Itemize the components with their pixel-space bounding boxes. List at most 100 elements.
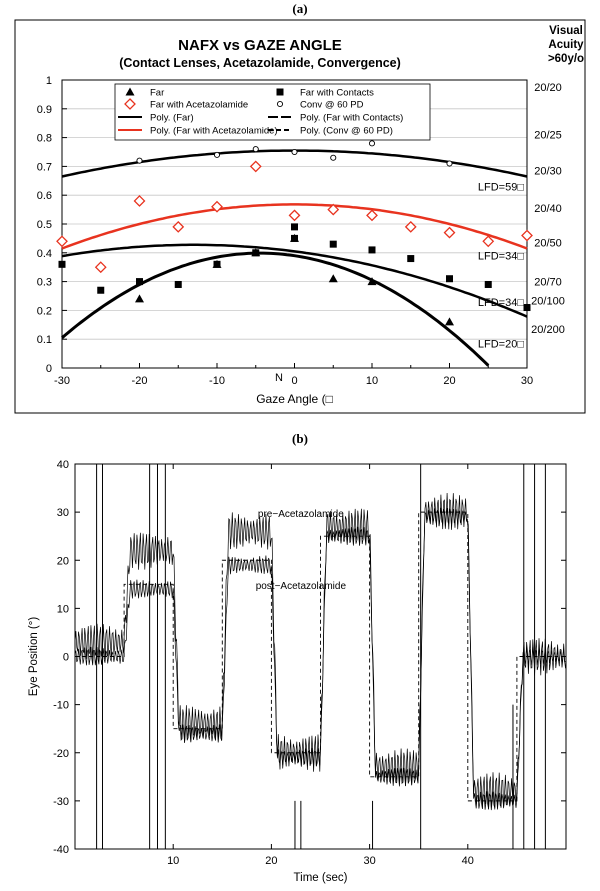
y-tick-label: 0.7 [37,161,52,173]
acuity-label: 20/100 [531,295,565,307]
legend-marker [124,98,136,110]
y-tick-label: 40 [57,459,69,471]
chart-title: NAFX vs GAZE ANGLE [178,37,342,54]
acuity-header: >60y/o [548,53,584,65]
acuity-label: 20/25 [534,130,562,142]
legend-label: Conv @ 60 PD [300,100,364,111]
data-point [368,246,376,254]
traces [75,464,566,849]
y-tick-label: 0.8 [37,133,52,145]
lfd-label: LFD=34□ [478,251,524,263]
x-axis-label: Gaze Angle (□ [256,392,333,406]
y-tick-label: 10 [57,603,69,615]
y-tick-label: -40 [53,844,69,856]
x-axis-label: Time (sec) [294,872,348,884]
legend-label: Poly. (Far) [150,113,194,124]
trace-annotation: post−Acetazolamide [256,581,347,592]
data-point [446,160,453,167]
data-point [330,154,337,161]
data-point [136,157,143,164]
x-tick-label: 30 [363,855,375,867]
data-point [291,234,298,242]
y-tick-label: 1 [46,75,52,87]
y-tick-label: 0.2 [37,305,52,317]
data-point [174,280,182,288]
legend-marker [276,88,284,96]
data-point [329,240,337,248]
legend-label: Poly. (Far with Contacts) [300,113,403,124]
data-point [172,220,185,233]
data-point [407,255,415,263]
data-point [94,261,107,274]
x-tick-label: 30 [521,375,533,387]
acuity-label: 20/70 [534,277,562,289]
x-tick-label: -10 [209,375,225,387]
x-tick-label: -20 [132,375,148,387]
data-point [366,209,378,222]
data-point [368,140,376,147]
y-tick-label: 0 [63,652,69,664]
fit-curve [61,203,528,250]
data-point [288,209,301,222]
data-point [213,260,221,268]
legend-marker [125,87,135,96]
legend-label: Far with Contacts [300,88,374,99]
legend-label: Far with Acetazolamide [150,100,248,111]
lfd-label: LFD=34□ [478,297,524,309]
y-tick-label: 0.6 [37,190,52,202]
data-point [328,274,338,283]
eye-trace [75,507,566,811]
fit-curve [61,251,490,367]
acuity-label: 20/40 [534,203,562,215]
y-tick-label: 0.4 [37,248,52,260]
y-tick-label: 0.9 [37,104,52,116]
data-point [136,278,143,286]
legend-marker [276,100,284,108]
y-axis-label: Eye Position (°) [28,617,40,697]
legend: Far Far with Contacts Far with Acetazolami… [114,83,431,141]
x-tick-label: 10 [167,855,179,867]
legend-label: Poly. (Conv @ 60 PD) [300,126,393,137]
data-point [291,148,298,156]
legend-label: Far [150,88,164,99]
data-point [445,317,454,326]
y-tick-label: 0 [46,363,52,375]
y-tick-label: -20 [53,748,69,760]
acuity-label: 20/50 [534,238,562,250]
lfd-label: LFD=20□ [478,339,524,351]
acuity-label: 20/200 [531,324,565,336]
data-point [291,223,298,231]
trace-annotation: pre−Acetazolamide [258,509,344,520]
x-tick-label: 20 [443,375,455,387]
x-tick-label: 0 [291,375,297,387]
data-point [523,304,531,312]
y-tick-label: 0.5 [37,219,52,231]
data-point [133,195,146,207]
legend-label: Poly. (Far with Acetazolamide) [150,126,278,137]
panel-b-label: (b) [292,431,308,446]
data-point [211,200,223,213]
y-tick-label: 20 [57,555,69,567]
data-point [252,146,259,153]
x-tick-label: -30 [54,375,70,387]
chart-a: NAFX vs GAZE ANGLE (Contact Lenses, Aceta… [14,19,586,414]
fit-curve [61,243,528,318]
chart-subtitle: (Contact Lenses, Acetazolamide, Converge… [119,56,401,70]
data-point [213,151,221,158]
chart-b: -40 -30 -20 -10 0 10 20 30 40 10 20 30 40 Time (sec) E… [28,459,567,884]
data-point [58,260,66,268]
x-tick-label: 40 [462,855,474,867]
data-point [367,277,377,286]
y-tick-label: 0.3 [37,277,52,289]
x-tick-label: 10 [366,375,378,387]
data-point [446,275,453,283]
acuity-header: Acuity [548,39,584,51]
x-extra-label: N [275,372,283,384]
lfd-label: LFD=59□ [478,182,524,194]
data-point [56,235,68,248]
data-point [135,294,144,303]
data-point [249,160,262,173]
y-tick-label: 30 [57,507,69,519]
y-tick-label: -30 [53,796,69,808]
acuity-header: Visual [549,25,583,37]
